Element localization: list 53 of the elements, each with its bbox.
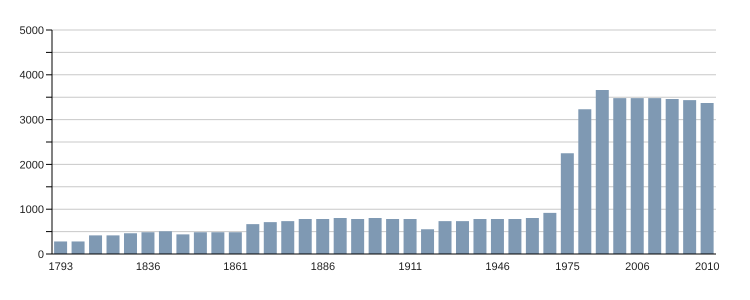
bar xyxy=(72,241,85,254)
y-tick-label: 2000 xyxy=(20,159,44,172)
bar xyxy=(700,103,714,254)
bar xyxy=(438,221,452,254)
bar xyxy=(666,98,679,254)
bar xyxy=(526,218,539,254)
y-tick-label: 0 xyxy=(38,248,44,261)
bar xyxy=(404,219,417,254)
x-tick-label: 1793 xyxy=(48,260,73,273)
bar xyxy=(124,233,137,254)
y-tick-label: 3000 xyxy=(20,114,44,127)
bar xyxy=(194,232,207,254)
bar xyxy=(596,90,609,254)
x-tick-label: 1836 xyxy=(136,260,160,273)
bar xyxy=(158,231,172,254)
bar xyxy=(490,219,504,254)
bar xyxy=(456,221,469,254)
bar xyxy=(630,98,644,254)
bar xyxy=(106,235,120,254)
y-tick-label: 1000 xyxy=(20,204,44,216)
x-tick-label: 1975 xyxy=(555,260,580,273)
x-tick-label: 1946 xyxy=(485,260,510,273)
x-tick-label: 2010 xyxy=(695,260,720,273)
bar xyxy=(246,224,260,254)
bar xyxy=(473,219,486,254)
bar xyxy=(683,100,696,254)
bar xyxy=(386,219,400,254)
bar xyxy=(176,234,190,254)
bar xyxy=(543,212,556,254)
x-tick-label: 1911 xyxy=(398,260,422,273)
bar xyxy=(316,219,330,254)
bar xyxy=(281,221,294,254)
bar xyxy=(264,222,277,254)
bar xyxy=(228,232,242,254)
bar xyxy=(298,219,312,254)
y-tick-label: 5000 xyxy=(20,24,44,37)
bar xyxy=(89,235,102,254)
bar xyxy=(613,98,626,254)
bar xyxy=(351,219,364,254)
bar xyxy=(334,218,347,254)
x-tick-label: 1886 xyxy=(310,260,336,273)
bar xyxy=(54,241,68,254)
bar xyxy=(560,153,574,254)
y-tick-label: 4000 xyxy=(20,70,44,82)
bar xyxy=(648,98,662,254)
bar xyxy=(211,232,224,254)
bar xyxy=(421,229,434,254)
x-tick-label: 2006 xyxy=(625,260,650,273)
bar xyxy=(368,218,382,254)
bar xyxy=(508,219,522,254)
bar xyxy=(578,109,592,254)
x-tick-label: 1861 xyxy=(223,260,248,273)
bar xyxy=(141,232,154,254)
